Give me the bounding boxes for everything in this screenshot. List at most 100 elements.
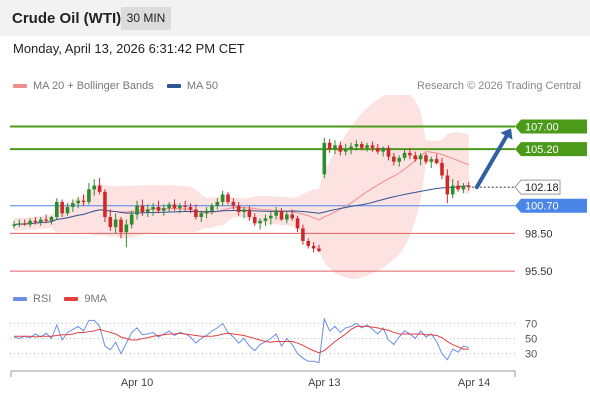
candle-body [418, 155, 423, 160]
candle-body [151, 206, 155, 210]
rsi-line [13, 316, 469, 364]
rsi-tick-label: 70 [525, 318, 537, 330]
price-level-label: 100.70 [525, 201, 559, 213]
rsi-ma-line [14, 325, 469, 354]
candle-body [290, 214, 294, 219]
candle-body [113, 219, 118, 228]
candle-body [461, 185, 466, 190]
candle-body [215, 201, 220, 206]
candle-body [145, 209, 150, 212]
price-level-label: 105.20 [525, 144, 559, 156]
candle-body [386, 147, 391, 157]
candle-body [231, 201, 236, 206]
candle-body [172, 204, 177, 209]
price-level-tag [515, 142, 587, 157]
candle-body [242, 209, 246, 212]
candle-body [87, 189, 91, 202]
candle-body [33, 220, 38, 223]
candle-body [402, 152, 407, 158]
instrument-title: Crude Oil (WTI) [12, 10, 122, 27]
legend-ma20-label: MA 20 + Bollinger Bands [33, 80, 154, 92]
candle-body [71, 203, 75, 207]
candle-body [338, 145, 343, 152]
timeframe-button[interactable]: 30 MIN [121, 7, 171, 30]
candle-body [424, 155, 428, 162]
legend-rsi-label: RSI [33, 293, 52, 305]
candle-body [220, 194, 225, 202]
candle-body [279, 210, 284, 220]
candle-body [92, 185, 97, 190]
time-axis-tick-label: Apr 10 [121, 377, 153, 389]
price-level-tag [515, 119, 587, 134]
price-level-label: 98.50 [525, 228, 553, 240]
candle-body [269, 215, 273, 219]
price-level-label: 107.00 [525, 121, 559, 133]
candle-body [349, 146, 353, 150]
candle-body [103, 191, 107, 218]
legend-rsi-ma-label: 9MA [84, 293, 108, 305]
candle-body [199, 213, 204, 218]
candle-body [210, 205, 214, 211]
rsi-tick-label: 30 [525, 349, 537, 361]
legend-ma50-label: MA 50 [186, 80, 219, 92]
candle-body [258, 220, 262, 224]
candle-body [140, 205, 145, 212]
candle-body [392, 156, 396, 162]
candle-body [97, 185, 102, 192]
candle-body [129, 214, 134, 225]
candle-body [263, 218, 268, 221]
candle-body [327, 142, 332, 150]
ma50-swatch [166, 84, 181, 89]
candle-body [322, 142, 327, 175]
ma20-swatch [13, 84, 27, 89]
candle-body [65, 206, 70, 214]
candle-body [397, 157, 401, 162]
candle-body [236, 205, 241, 212]
candle-body [359, 144, 364, 148]
candle-body [343, 149, 348, 152]
candle-body [429, 159, 434, 162]
candle-body [194, 209, 198, 218]
main-legend: MA 20 + Bollinger Bands MA 50 [13, 80, 218, 92]
candle-body [274, 210, 278, 216]
candle-body [333, 145, 337, 150]
rsi-tick-label: 50 [525, 334, 537, 346]
candle-body [188, 206, 193, 210]
candle-body [354, 144, 359, 147]
candle-body [466, 185, 471, 188]
candle-body [76, 200, 80, 204]
candle-body [413, 155, 418, 160]
projection-arrow-head [500, 128, 513, 140]
candle-body [434, 159, 439, 163]
candle-body [81, 200, 86, 202]
header-bar: Crude Oil (WTI) 30 MIN [0, 0, 590, 36]
rsi-ma-swatch [64, 297, 79, 302]
candle-body [295, 218, 300, 229]
candle-body [365, 145, 369, 148]
ma50-line [13, 185, 469, 226]
candle-body [376, 147, 380, 152]
candle-body [317, 248, 321, 251]
bollinger-band-area [14, 95, 469, 280]
candle-body [28, 220, 32, 225]
candle-body [17, 223, 22, 225]
candle-body [38, 219, 43, 223]
candle-body [285, 214, 289, 220]
candle-body [311, 245, 316, 249]
projection-arrow [474, 134, 509, 190]
candle-body [450, 185, 455, 195]
candle-body [440, 162, 444, 176]
candle-body [22, 223, 27, 225]
time-axis-tick-label: Apr 14 [458, 377, 490, 389]
candle-body [167, 204, 171, 209]
candle-body [456, 185, 460, 190]
price-level-tag [515, 198, 587, 213]
candle-body [60, 201, 64, 214]
candle-body [178, 205, 182, 209]
candle-body [252, 217, 257, 224]
datetime-label: Monday, April 13, 2026 6:31:42 PM CET [13, 41, 245, 56]
candle-body [408, 152, 412, 156]
price-level-label: 95.50 [525, 266, 553, 278]
last-price-label: 102.18 [525, 182, 559, 194]
